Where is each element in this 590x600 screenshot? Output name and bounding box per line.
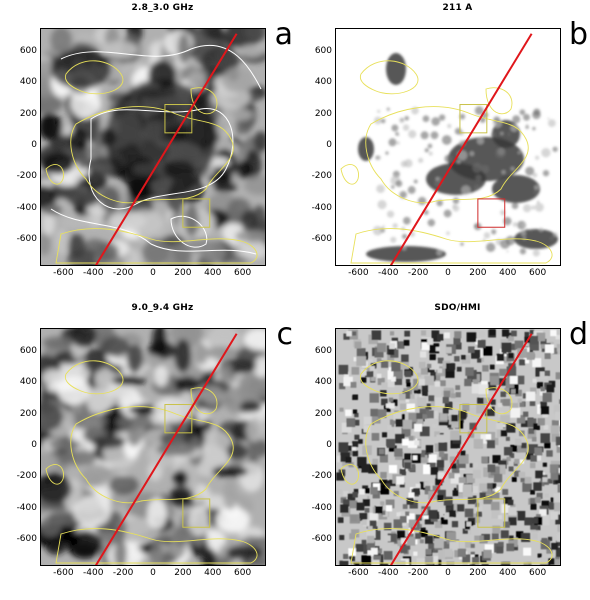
x-tick-label: 0 bbox=[150, 268, 156, 278]
panel-c-y-ticks: 600 400 200 0 -200 -400 -600 bbox=[0, 300, 295, 600]
x-tick-label: 0 bbox=[445, 268, 451, 278]
x-tick-label: 600 bbox=[234, 268, 252, 278]
x-tick-label: -200 bbox=[112, 568, 134, 578]
x-tick-label: -600 bbox=[53, 568, 74, 578]
y-tick-label: -400 bbox=[311, 202, 332, 213]
panel-c-letter: c bbox=[276, 317, 294, 352]
y-tick-label: 600 bbox=[314, 45, 332, 56]
panel-d-letter: d bbox=[568, 317, 588, 352]
x-tick-label: -400 bbox=[83, 268, 104, 278]
panel-d-x-ticks: -600 -400 -200 0 200 400 600 bbox=[295, 300, 590, 600]
panel-a-letter: a bbox=[274, 17, 293, 52]
x-tick-label: -400 bbox=[83, 568, 104, 578]
panel-d-map bbox=[336, 329, 560, 565]
x-tick-label: 400 bbox=[204, 568, 222, 578]
panel-b-map bbox=[336, 29, 560, 265]
y-tick-label: -600 bbox=[311, 534, 332, 545]
x-tick-label: -400 bbox=[378, 268, 399, 278]
y-tick-label: 400 bbox=[19, 377, 37, 388]
panel-d-y-ticks: 600 400 200 0 -200 -400 -600 bbox=[295, 300, 590, 600]
x-tick-label: 400 bbox=[499, 568, 517, 578]
x-tick-label: 0 bbox=[150, 568, 156, 578]
y-tick-label: 0 bbox=[31, 440, 37, 450]
y-tick-label: -200 bbox=[311, 471, 332, 482]
panel-c: 9.0_9.4 GHz c 600 400 200 0 -200 -400 -600 -60… bbox=[0, 300, 295, 600]
y-tick-label: 0 bbox=[326, 440, 332, 450]
x-tick-label: 600 bbox=[529, 268, 547, 278]
panel-c-image bbox=[40, 328, 266, 566]
x-tick-label: 400 bbox=[204, 268, 222, 278]
y-tick-label: 200 bbox=[314, 108, 332, 119]
y-tick-label: -400 bbox=[16, 202, 37, 213]
x-tick-label: 200 bbox=[174, 268, 192, 278]
y-tick-label: -600 bbox=[16, 234, 37, 245]
x-tick-label: -600 bbox=[348, 268, 369, 278]
y-tick-label: -400 bbox=[311, 502, 332, 513]
y-tick-label: -400 bbox=[16, 502, 37, 513]
y-tick-label: -200 bbox=[16, 471, 37, 482]
x-tick-label: -200 bbox=[407, 268, 429, 278]
y-tick-label: -200 bbox=[16, 171, 37, 182]
x-tick-label: -600 bbox=[348, 568, 369, 578]
x-tick-label: 0 bbox=[445, 568, 451, 578]
panel-a-map bbox=[41, 29, 265, 265]
panel-a-x-ticks: -600 -400 -200 0 200 400 600 bbox=[0, 0, 295, 300]
x-tick-label: 200 bbox=[469, 268, 487, 278]
y-tick-label: -600 bbox=[16, 534, 37, 545]
y-tick-label: 400 bbox=[314, 377, 332, 388]
panel-a: 2.8_3.0 GHz a 600 400 200 0 -200 -400 -600 -60… bbox=[0, 0, 295, 300]
panel-c-title: 9.0_9.4 GHz bbox=[131, 303, 194, 313]
y-tick-label: 200 bbox=[314, 408, 332, 419]
x-tick-label: -200 bbox=[112, 268, 134, 278]
y-tick-label: 0 bbox=[31, 140, 37, 150]
y-tick-label: 600 bbox=[19, 345, 37, 356]
y-tick-label: -200 bbox=[311, 171, 332, 182]
panel-c-x-ticks: -600 -400 -200 0 200 400 600 bbox=[0, 300, 295, 600]
y-tick-label: 200 bbox=[19, 408, 37, 419]
x-tick-label: -200 bbox=[407, 568, 429, 578]
x-tick-label: 200 bbox=[469, 568, 487, 578]
y-tick-label: 400 bbox=[19, 77, 37, 88]
x-tick-label: 600 bbox=[234, 568, 252, 578]
y-tick-label: 0 bbox=[326, 140, 332, 150]
y-tick-label: 200 bbox=[19, 108, 37, 119]
x-tick-label: -400 bbox=[378, 568, 399, 578]
panel-a-y-ticks: 600 400 200 0 -200 -400 -600 bbox=[0, 0, 295, 300]
panel-d-title: SDO/HMI bbox=[434, 303, 481, 313]
panel-a-image bbox=[40, 28, 266, 266]
panel-c-map bbox=[41, 329, 265, 565]
x-tick-label: 200 bbox=[174, 568, 192, 578]
x-tick-label: -600 bbox=[53, 268, 74, 278]
panel-a-title: 2.8_3.0 GHz bbox=[131, 3, 194, 13]
panel-d: SDO/HMI d 600 400 200 0 -200 -400 -600 -600 -40… bbox=[295, 300, 590, 600]
y-tick-label: 600 bbox=[19, 45, 37, 56]
y-tick-label: -600 bbox=[311, 234, 332, 245]
panel-b-y-ticks: 600 400 200 0 -200 -400 -600 bbox=[295, 0, 590, 300]
y-tick-label: 600 bbox=[314, 345, 332, 356]
panel-b-x-ticks: -600 -400 -200 0 200 400 600 bbox=[295, 0, 590, 300]
panel-b-title: 211 A bbox=[442, 3, 473, 13]
panel-d-image bbox=[335, 328, 561, 566]
panel-b: 211 A b 600 400 200 0 -200 -400 -600 -600 -400-… bbox=[295, 0, 590, 300]
panel-b-image bbox=[335, 28, 561, 266]
panel-b-letter: b bbox=[568, 17, 588, 52]
x-tick-label: 600 bbox=[529, 568, 547, 578]
x-tick-label: 400 bbox=[499, 268, 517, 278]
y-tick-label: 400 bbox=[314, 77, 332, 88]
